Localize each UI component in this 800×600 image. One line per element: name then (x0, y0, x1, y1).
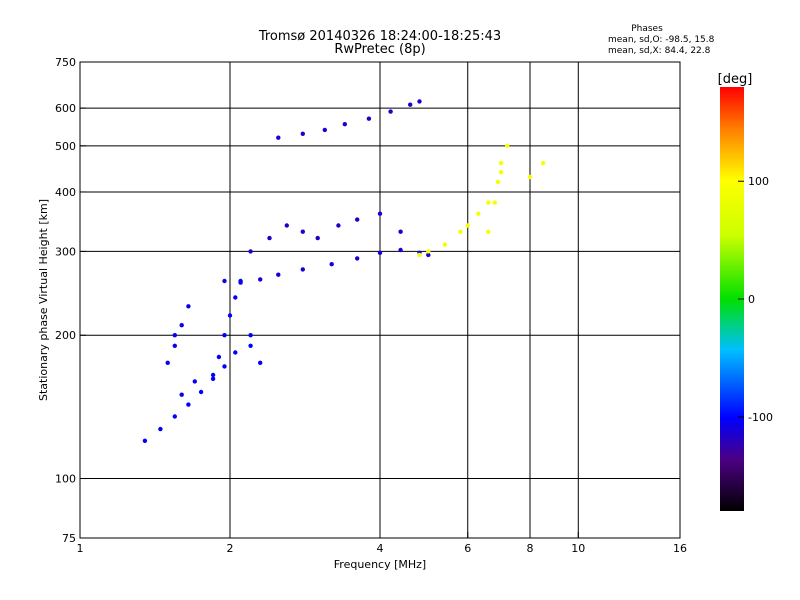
data-point (417, 99, 422, 104)
data-point (408, 102, 413, 107)
data-point (172, 333, 177, 338)
y-axis-label: Stationary phase Virtual Height [km] (37, 199, 50, 401)
data-point (300, 267, 305, 272)
data-point (426, 252, 431, 258)
data-point (322, 127, 327, 133)
data-point (238, 280, 243, 285)
data-point (505, 143, 510, 148)
data-point (165, 360, 170, 365)
data-point (210, 372, 216, 378)
data-point (540, 160, 546, 166)
data-point (276, 135, 281, 140)
colorbar-ticks: 100 0 -100 (738, 175, 773, 424)
x-tick-label: 8 (527, 542, 534, 555)
data-point (233, 350, 238, 355)
x-tick-label: 1 (77, 542, 84, 555)
x-axis-label: Frequency [MHz] (334, 558, 426, 571)
data-point (486, 200, 491, 205)
colorbar-tick-label: 0 (748, 293, 755, 306)
data-point (179, 392, 184, 397)
x-tick-label: 6 (464, 542, 471, 555)
data-point (486, 229, 491, 234)
data-point (172, 414, 177, 419)
data-point (458, 229, 463, 234)
data-point (248, 333, 253, 338)
data-point (329, 262, 334, 267)
data-point (284, 223, 289, 228)
y-axis-ticks: 75 100 200 300 400 500 600 750 (55, 56, 86, 545)
y-tick-label: 300 (55, 245, 76, 258)
data-point (179, 323, 184, 328)
y-tick-label: 500 (55, 140, 76, 153)
data-point (336, 223, 341, 228)
data-point (377, 211, 383, 216)
data-point (342, 122, 347, 127)
data-point (300, 131, 305, 136)
data-point (222, 278, 227, 284)
data-point (222, 364, 227, 369)
x-axis-ticks: 1 2 4 6 8 10 16 (77, 532, 687, 555)
data-point (366, 116, 372, 121)
data-point (355, 217, 360, 222)
data-point (258, 277, 263, 282)
data-point (158, 426, 163, 432)
data-point (527, 174, 533, 180)
data-point (186, 402, 191, 407)
data-point (276, 272, 281, 277)
data-point (377, 250, 383, 255)
stats-line-x: mean, sd,X: 84.4, 22.8 (608, 46, 711, 56)
stats-heading: Phases (631, 24, 663, 34)
data-points (142, 99, 546, 443)
data-point (172, 343, 177, 348)
colorbar-label: [deg] (718, 72, 753, 87)
data-point (258, 360, 263, 365)
data-point (417, 252, 422, 258)
y-tick-label: 750 (55, 56, 76, 69)
data-point (227, 313, 233, 318)
data-point (442, 242, 448, 247)
colorbar-tick-label: -100 (748, 411, 773, 424)
x-tick-label: 2 (227, 542, 234, 555)
data-point (267, 235, 272, 241)
data-point (300, 229, 305, 234)
data-point (492, 200, 497, 205)
data-point (465, 223, 470, 228)
data-point (233, 295, 238, 300)
stats-line-o: mean, sd,O: -98.5, 15.8 (608, 35, 715, 45)
y-tick-label: 75 (62, 532, 76, 545)
data-point (222, 333, 227, 338)
data-point (142, 438, 148, 443)
y-tick-label: 400 (55, 186, 76, 199)
data-point (398, 247, 403, 253)
chart-title: Tromsø 20140326 18:24:00-18:25:43 (258, 29, 501, 44)
data-point (248, 343, 253, 348)
data-point (192, 379, 197, 384)
y-tick-label: 100 (55, 473, 76, 486)
data-point (315, 235, 320, 241)
x-tick-label: 16 (673, 542, 687, 555)
data-point (198, 389, 204, 395)
data-point (186, 304, 191, 309)
data-point (498, 160, 504, 166)
colorbar-tick-label: 100 (748, 175, 769, 188)
data-point (426, 249, 431, 254)
data-point (248, 249, 253, 254)
data-point (398, 229, 403, 234)
data-point (216, 354, 222, 360)
y-tick-label: 200 (55, 329, 76, 342)
data-point (210, 376, 216, 381)
x-tick-label: 10 (571, 542, 585, 555)
data-point (498, 170, 504, 175)
x-tick-label: 4 (377, 542, 384, 555)
y-tick-label: 600 (55, 102, 76, 115)
data-point (355, 256, 360, 261)
data-point (388, 109, 393, 114)
chart-subtitle: RwPretec (8p) (334, 42, 425, 57)
data-point (476, 211, 481, 216)
data-point (495, 179, 501, 185)
